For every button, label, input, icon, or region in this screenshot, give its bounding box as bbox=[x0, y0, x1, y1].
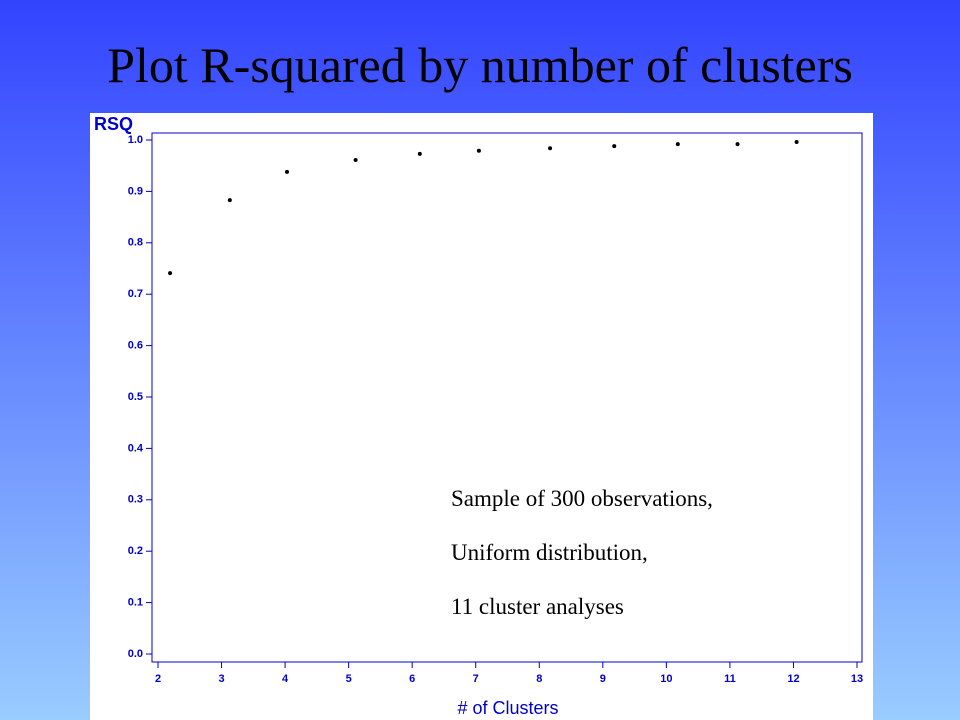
x-tick-label: 12 bbox=[787, 673, 799, 685]
y-tick-label: 0.2 bbox=[128, 545, 143, 557]
x-tick-label: 2 bbox=[155, 673, 161, 685]
y-tick-label: 0.7 bbox=[128, 288, 143, 300]
point bbox=[794, 140, 799, 145]
point bbox=[168, 271, 173, 276]
x-tick-label: 11 bbox=[724, 673, 736, 685]
y-tick-label: 0.0 bbox=[128, 648, 143, 660]
annotation: 11 cluster analyses bbox=[451, 594, 624, 619]
y-tick-label: 0.1 bbox=[128, 597, 143, 609]
x-tick-label: 4 bbox=[282, 673, 289, 685]
point bbox=[675, 142, 680, 147]
x-tick-label: 7 bbox=[473, 673, 479, 685]
x-tick-label: 13 bbox=[851, 673, 863, 685]
y-axis-label: RSQ bbox=[94, 114, 133, 134]
point bbox=[227, 198, 232, 203]
point bbox=[612, 144, 617, 149]
point bbox=[353, 158, 358, 163]
y-tick-label: 0.8 bbox=[128, 237, 143, 249]
x-tick-label: 6 bbox=[409, 673, 415, 685]
y-tick-label: 0.3 bbox=[128, 494, 143, 506]
point bbox=[548, 146, 553, 151]
x-tick-label: 3 bbox=[218, 673, 224, 685]
annotation: Uniform distribution, bbox=[451, 540, 648, 565]
x-tick-label: 10 bbox=[660, 673, 672, 685]
annotation: Sample of 300 observations, bbox=[451, 486, 713, 511]
point bbox=[417, 151, 422, 156]
point bbox=[735, 142, 740, 147]
point bbox=[284, 169, 289, 174]
y-tick-label: 0.5 bbox=[128, 391, 143, 403]
x-tick-label: 5 bbox=[346, 673, 352, 685]
y-tick-label: 0.6 bbox=[128, 340, 143, 352]
x-tick-label: 9 bbox=[600, 673, 606, 685]
chart-panel bbox=[90, 113, 873, 720]
slide-title: Plot R-squared by number of clusters bbox=[107, 37, 853, 93]
y-tick-label: 0.9 bbox=[128, 185, 143, 197]
x-axis-label: # of Clusters bbox=[457, 698, 558, 718]
point bbox=[476, 148, 481, 153]
y-tick-label: 0.4 bbox=[128, 442, 144, 454]
y-tick-label: 1.0 bbox=[128, 134, 143, 146]
x-tick-label: 8 bbox=[536, 673, 542, 685]
